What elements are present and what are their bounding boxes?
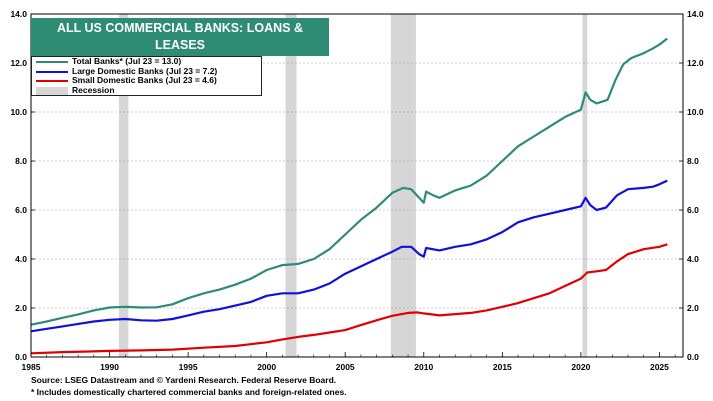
y-tick-label-left-2: 4.0	[15, 254, 27, 264]
y-tick-label-right-4: 8.0	[687, 156, 699, 166]
y-tick-label-right-2: 4.0	[687, 254, 699, 264]
x-tick-label-7: 2020	[571, 362, 590, 372]
legend-item-small: Small Domestic Banks (Jul 23 = 4.6)	[32, 75, 261, 86]
y-tick-label-right-5: 10.0	[687, 107, 704, 117]
series-line-small-domestic-banks	[30, 243, 668, 355]
x-tick-label-0: 1985	[22, 362, 41, 372]
chart-title: ALL US COMMERCIAL BANKS: LOANS & LEASES	[56, 21, 304, 52]
legend-label-recession: Recession	[72, 84, 115, 95]
footnotes: Source: LSEG Datastream and © Yardeni Re…	[31, 374, 347, 398]
x-tick-label-2: 1995	[179, 362, 198, 372]
legend-label-large: Large Domestic Banks (Jul 23 = 7.2)	[72, 65, 218, 76]
legend-label-small: Small Domestic Banks (Jul 23 = 4.6)	[72, 75, 217, 85]
legend-swatch-small	[36, 80, 68, 82]
y-tick-label-right-1: 2.0	[687, 303, 699, 313]
axis-ticks: 0.0 0.0 2.0 2.0 4.0 4.0 6.0 6.0 8.0 8.0 10.0 10.0 12…	[10, 9, 703, 372]
x-tick-label-1: 1990	[100, 362, 119, 372]
y-tick-label-left-4: 8.0	[15, 156, 27, 166]
legend-item-total: Total Banks* (Jul 23 = 13.0)	[32, 56, 261, 67]
y-tick-label-left-5: 10.0	[10, 107, 27, 117]
y-tick-label-right-3: 6.0	[687, 205, 699, 215]
y-tick-label-right-7: 14.0	[687, 9, 704, 19]
x-tick-label-4: 2005	[336, 362, 355, 372]
x-tick-label-8: 2025	[650, 362, 669, 372]
legend: Total Banks* (Jul 23 = 13.0) Large Domes…	[31, 56, 262, 96]
legend-item-large: Large Domestic Banks (Jul 23 = 7.2)	[32, 65, 261, 77]
plot-frame	[30, 13, 684, 358]
x-tick-label-6: 2015	[493, 362, 512, 372]
recession-band-3	[582, 14, 588, 357]
series-line-total-banks	[30, 37, 668, 326]
y-tick-label-left-7: 14.0	[10, 9, 27, 19]
y-tick-label-left-6: 12.0	[10, 58, 27, 68]
recession-bands	[118, 14, 588, 357]
series-line-large-domestic-banks	[30, 179, 668, 333]
legend-swatch-recession	[36, 86, 68, 95]
chart-title-box: ALL US COMMERCIAL BANKS: LOANS & LEASES …	[31, 18, 329, 68]
y-tick-label-left-3: 6.0	[15, 205, 27, 215]
legend-item-recession: Recession	[32, 84, 261, 96]
series-lines	[30, 37, 668, 355]
legend-swatch-large	[36, 70, 68, 73]
footnote: * Includes domestically chartered commer…	[31, 387, 347, 397]
recession-band-2	[390, 14, 416, 357]
x-tick-label-3: 2000	[257, 362, 276, 372]
x-tick-label-5: 2010	[414, 362, 433, 372]
y-tick-label-right-6: 12.0	[687, 58, 704, 68]
legend-swatch-total	[36, 61, 68, 63]
recession-band-0	[118, 14, 129, 357]
y-tick-label-right-0: 0.0	[687, 352, 699, 362]
recession-band-1	[285, 14, 297, 357]
source-note: Source: LSEG Datastream and © Yardeni Re…	[31, 375, 337, 385]
y-tick-label-left-1: 2.0	[15, 303, 27, 313]
y-tick-label-left-0: 0.0	[15, 352, 27, 362]
legend-label-total: Total Banks* (Jul 23 = 13.0)	[72, 56, 182, 66]
